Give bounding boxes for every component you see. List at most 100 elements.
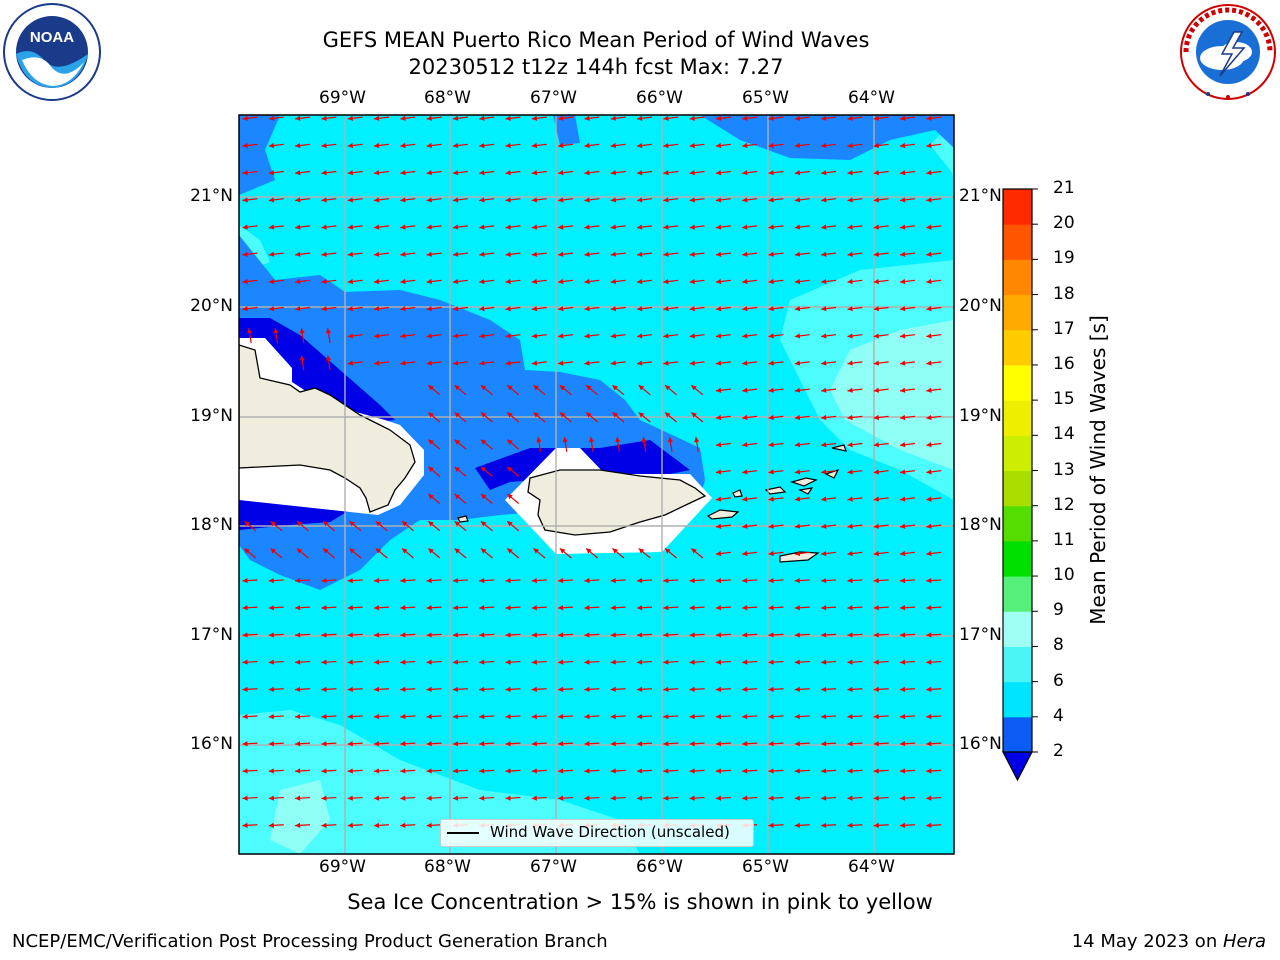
wave-direction-arrow xyxy=(505,142,521,149)
wave-direction-arrow xyxy=(926,822,942,828)
wave-direction-arrow xyxy=(452,632,468,638)
wave-direction-arrow xyxy=(373,659,390,665)
wave-direction-arrow xyxy=(663,115,679,121)
wave-direction-arrow xyxy=(742,632,758,638)
wave-direction-arrow xyxy=(531,741,547,747)
wave-direction-arrow xyxy=(768,496,784,502)
colorbar-segment xyxy=(1003,329,1032,366)
colorbar-segment xyxy=(1003,681,1032,718)
wave-direction-arrow xyxy=(821,387,837,393)
wave-direction-arrow xyxy=(295,115,311,121)
wave-direction-arrow xyxy=(505,278,521,285)
wave-direction-arrow xyxy=(847,686,863,692)
wave-direction-arrow xyxy=(533,411,546,423)
wind-wave-arrows xyxy=(242,115,942,828)
wave-direction-arrow xyxy=(926,197,942,203)
wave-direction-arrow xyxy=(899,822,916,828)
wave-direction-arrow xyxy=(426,822,442,828)
wave-direction-arrow xyxy=(531,142,547,149)
wave-direction-arrow xyxy=(821,713,837,720)
wave-direction-arrow xyxy=(480,493,493,505)
wave-direction-arrow xyxy=(873,686,889,692)
wave-direction-arrow xyxy=(821,523,837,529)
wave-direction-arrow xyxy=(452,741,468,747)
wave-direction-arrow xyxy=(479,197,495,203)
wave-direction-arrow xyxy=(847,278,863,285)
wave-direction-arrow xyxy=(715,741,731,747)
wave-direction-arrow xyxy=(531,713,547,720)
wave-direction-arrow xyxy=(242,686,258,692)
wave-direction-arrow xyxy=(794,251,810,257)
wave-direction-arrow xyxy=(926,713,942,720)
wave-direction-arrow xyxy=(610,142,626,149)
chart-title: GEFS MEAN Puerto Rico Mean Period of Win… xyxy=(322,28,870,52)
lat-tick-label-right: 21°N xyxy=(959,186,1002,206)
wave-direction-arrow xyxy=(742,795,758,801)
wave-direction-arrow xyxy=(873,822,889,828)
colorbar-segment xyxy=(1003,435,1032,471)
wave-direction-arrow xyxy=(531,360,547,366)
wave-direction-arrow xyxy=(427,466,441,477)
wave-direction-arrow xyxy=(347,115,363,121)
wave-direction-arrow xyxy=(321,686,337,692)
wave-direction-arrow xyxy=(794,550,810,557)
wave-direction-arrow xyxy=(663,197,679,203)
wave-direction-arrow xyxy=(794,387,810,393)
wave-direction-arrow xyxy=(794,333,810,339)
wave-direction-arrow xyxy=(926,496,942,502)
wave-direction-arrow xyxy=(663,360,679,366)
wave-direction-arrow xyxy=(926,550,942,557)
wave-direction-arrow xyxy=(452,686,468,692)
wave-direction-arrow xyxy=(584,115,600,121)
wave-direction-arrow xyxy=(873,224,889,230)
wave-direction-arrow xyxy=(536,436,542,452)
lat-tick-label-right: 16°N xyxy=(959,734,1002,754)
wave-direction-arrow xyxy=(426,577,442,584)
colorbar-tick-label: 9 xyxy=(1053,600,1064,621)
wave-direction-arrow xyxy=(454,493,467,505)
wave-direction-arrow xyxy=(899,577,916,584)
wave-direction-arrow xyxy=(610,306,626,312)
wave-direction-arrow xyxy=(847,713,863,720)
wave-direction-arrow xyxy=(242,251,258,257)
wave-direction-arrow xyxy=(242,605,258,611)
wave-direction-arrow xyxy=(531,632,547,638)
wave-direction-arrow xyxy=(243,547,257,559)
wave-direction-arrow xyxy=(347,142,363,149)
wave-direction-arrow xyxy=(873,170,889,176)
colorbar-under-extend xyxy=(1002,751,1033,782)
wave-direction-arrow xyxy=(479,170,495,176)
wave-direction-arrow xyxy=(373,768,390,774)
wave-direction-arrow xyxy=(899,713,916,720)
wave-direction-arrow xyxy=(847,387,863,393)
wave-direction-arrow xyxy=(768,469,784,475)
wave-direction-arrow xyxy=(531,333,547,339)
wave-direction-arrow xyxy=(715,306,731,312)
wave-direction-arrow xyxy=(689,360,705,366)
wave-direction-arrow xyxy=(562,436,568,452)
wave-direction-arrow xyxy=(768,550,784,557)
wave-direction-arrow xyxy=(768,605,784,611)
wave-direction-arrow xyxy=(505,360,521,366)
wave-direction-arrow xyxy=(373,686,390,692)
wave-direction-arrow xyxy=(400,360,416,366)
wave-direction-arrow xyxy=(347,659,363,665)
wave-direction-arrow xyxy=(742,523,758,529)
wave-direction-arrow xyxy=(242,659,258,665)
wave-direction-arrow xyxy=(742,659,758,665)
wave-direction-arrow xyxy=(400,713,416,720)
wave-direction-arrow xyxy=(715,768,731,774)
wave-direction-arrow xyxy=(612,547,625,559)
field-lighter-sw xyxy=(270,780,330,854)
wave-direction-arrow xyxy=(375,520,388,532)
colorbar-segment xyxy=(1003,470,1032,507)
wave-direction-arrow xyxy=(663,224,679,230)
wave-direction-arrow xyxy=(505,577,521,584)
wave-direction-arrow xyxy=(268,197,284,203)
wave-direction-arrow xyxy=(689,142,705,149)
wave-direction-arrow xyxy=(742,115,758,121)
wave-direction-arrow xyxy=(505,686,521,692)
wave-direction-arrow xyxy=(768,387,784,393)
wave-direction-arrow xyxy=(400,795,416,801)
wave-direction-arrow xyxy=(505,795,521,801)
